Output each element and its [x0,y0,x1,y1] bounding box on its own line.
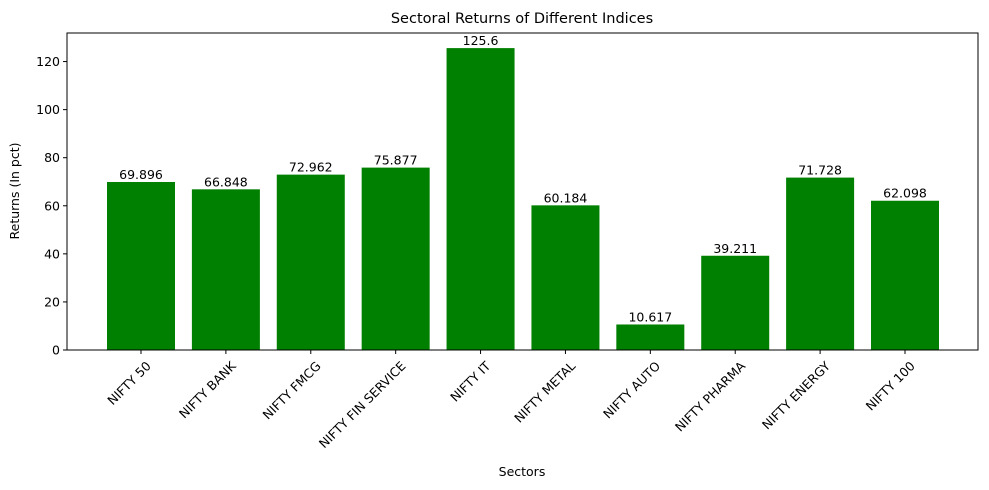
x-tick-label: NIFTY AUTO [600,358,663,421]
bar [361,167,430,350]
bar [107,181,175,350]
x-axis-label: Sectors [499,464,546,479]
y-axis-label: Returns (In pct) [7,142,22,239]
y-tick-label: 60 [44,198,60,213]
x-tick-label: NIFTY ENERGY [759,358,833,432]
x-tick-label: NIFTY 50 [104,358,154,408]
bar [446,48,515,350]
bar [786,177,855,350]
x-tick-label: NIFTY PHARMA [672,358,749,435]
plot-frame [66,32,979,351]
data-label: 75.877 [374,153,418,168]
x-tick-label: NIFTY METAL [511,358,578,425]
data-label: 71.728 [798,163,842,178]
bar [191,189,260,350]
x-tick-label: NIFTY IT [447,358,494,405]
data-label: 66.848 [204,174,248,189]
y-tick-label: 100 [36,102,60,117]
y-tick-label: 0 [52,343,60,358]
y-tick-label: 40 [44,246,60,261]
chart-title: Sectoral Returns of Different Indices [391,11,653,27]
data-label: 72.962 [289,160,333,175]
plot-area: 69.896 66.848 72.962 75.877 125.6 60.184 10.61… [36,32,979,451]
x-tick-label: NIFTY BANK [176,358,239,421]
bar [871,200,939,350]
data-label: 10.617 [628,309,672,324]
x-tick-label: NIFTY 100 [863,358,918,413]
data-label: 69.896 [119,167,163,182]
data-label: 60.184 [544,190,588,205]
data-label: 62.098 [883,186,927,201]
x-tick-label: NIFTY FIN SERVICE [316,358,409,451]
data-label: 39.211 [713,241,757,256]
y-tick-label: 120 [36,54,60,69]
data-label: 125.6 [463,33,499,48]
y-tick-label: 20 [44,294,60,309]
bar [616,324,685,350]
x-tick-label: NIFTY FMCG [260,358,324,422]
bar [701,255,770,350]
y-tick-label: 80 [44,150,60,165]
bar [531,205,600,350]
bar [276,174,345,350]
